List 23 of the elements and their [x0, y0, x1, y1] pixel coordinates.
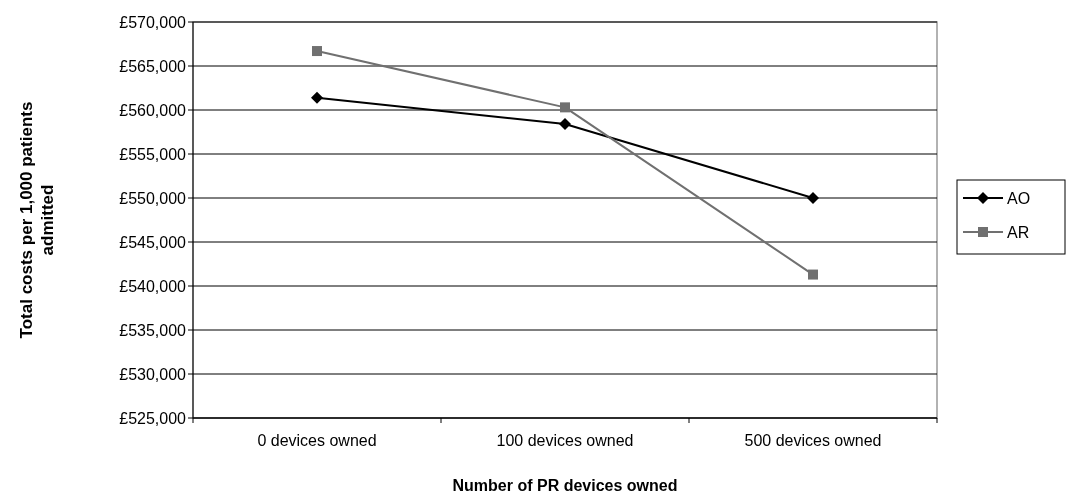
- y-tick-label: £555,000: [119, 145, 187, 163]
- x-tick-label: 100 devices owned: [496, 432, 634, 449]
- y-tick-label: £525,000: [119, 409, 187, 427]
- legend-label: AR: [1007, 223, 1030, 241]
- point: [807, 192, 819, 204]
- y-tick-label: £565,000: [119, 57, 187, 75]
- y-tick-label: £560,000: [119, 101, 187, 119]
- point: [311, 91, 323, 104]
- y-tick-label: £550,000: [119, 189, 187, 207]
- y-tick-label: £530,000: [119, 365, 187, 383]
- point: [560, 102, 570, 113]
- y-axis-title: Total costs per 1,000 patients admitted: [17, 101, 57, 339]
- y-tick-label: £545,000: [119, 233, 187, 251]
- legend-label: AO: [1007, 189, 1031, 207]
- y-tick-label: £535,000: [119, 321, 187, 339]
- x-tick-label: 500 devices owned: [744, 432, 882, 449]
- x-axis-title: Number of PR devices owned: [452, 477, 678, 494]
- point: [808, 269, 818, 280]
- x-tick-label: 0 devices owned: [257, 432, 377, 449]
- point: [559, 118, 571, 131]
- y-tick-label: £540,000: [119, 277, 187, 295]
- y-tick-label: £570,000: [119, 13, 187, 31]
- point: [312, 46, 322, 57]
